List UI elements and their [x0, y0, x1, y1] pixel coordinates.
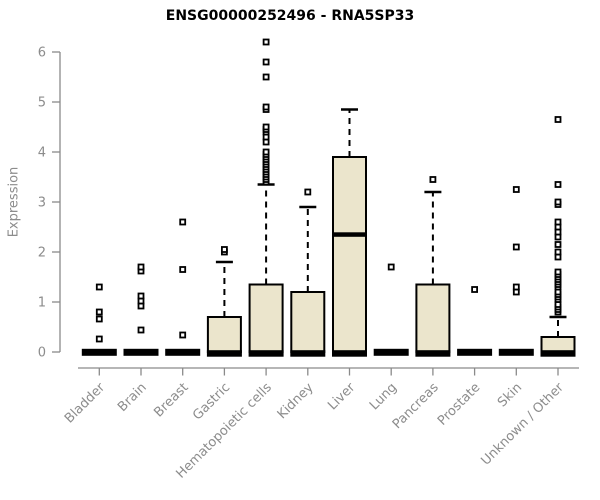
- outlier-point: [95, 335, 103, 343]
- outlier-point: [304, 188, 312, 196]
- outlier-point: [179, 218, 187, 226]
- flat-box: [165, 348, 201, 356]
- x-tick-label: Pancreas: [390, 380, 442, 432]
- box: [290, 291, 326, 353]
- box: [415, 283, 451, 353]
- outlier-point: [95, 283, 103, 291]
- outlier-point: [179, 331, 187, 339]
- flat-box: [123, 348, 159, 356]
- outlier-point: [179, 266, 187, 273]
- outlier-point: [554, 248, 562, 256]
- outlier-point: [471, 286, 479, 293]
- x-tick-label: Lung: [367, 380, 400, 413]
- outlier-point: [262, 73, 270, 81]
- outlier-point: [554, 268, 562, 276]
- x-tick-label: Brain: [115, 380, 150, 415]
- outlier-point: [554, 241, 562, 248]
- outlier-point: [262, 148, 270, 156]
- y-tick-label: 5: [38, 96, 46, 111]
- flat-box: [373, 348, 409, 356]
- x-tick-label: Prostate: [435, 380, 483, 428]
- outlier-point: [262, 58, 270, 66]
- box: [332, 156, 367, 353]
- outlier-point: [137, 263, 145, 271]
- y-tick-label: 2: [38, 246, 46, 261]
- x-tick-label: Kidney: [275, 380, 317, 422]
- outlier-point: [554, 116, 562, 123]
- outlier-point: [512, 283, 520, 291]
- outlier-point: [554, 218, 562, 226]
- box-bottom-bar: [206, 350, 242, 357]
- box: [206, 316, 242, 353]
- outlier-point: [137, 326, 145, 334]
- box: [540, 336, 576, 353]
- flat-box: [498, 348, 534, 356]
- y-tick-label: 1: [38, 296, 46, 311]
- outlier-point: [554, 198, 562, 206]
- box-bottom-bar: [540, 350, 576, 357]
- outlier-point: [95, 308, 103, 316]
- box-bottom-bar: [415, 350, 451, 357]
- x-tick-label: Breast: [151, 380, 191, 420]
- flat-box: [81, 348, 117, 356]
- outlier-point: [429, 176, 437, 183]
- box-bottom-bar: [332, 350, 367, 357]
- outlier-point: [554, 181, 562, 188]
- outlier-point: [262, 103, 270, 111]
- outlier-point: [262, 38, 270, 46]
- y-tick-label: 6: [38, 46, 46, 61]
- flat-box: [457, 348, 493, 356]
- outlier-point: [512, 243, 520, 251]
- outlier-point: [137, 292, 145, 300]
- median-line: [333, 232, 366, 237]
- box: [248, 283, 284, 353]
- x-tick-label: Liver: [325, 380, 359, 414]
- x-tick-label: Skin: [495, 380, 525, 410]
- box-bottom-bar: [290, 350, 326, 357]
- y-tick-label: 0: [38, 346, 46, 361]
- box-bottom-bar: [248, 350, 284, 357]
- outlier-point: [220, 246, 228, 253]
- outlier-point: [95, 315, 103, 323]
- outlier-point: [262, 123, 270, 131]
- x-tick-label: Bladder: [62, 380, 109, 427]
- x-tick-label: Unknown / Other: [479, 380, 568, 469]
- chart-title: ENSG00000252496 - RNA5SP33: [165, 8, 415, 24]
- outlier-point: [387, 263, 395, 271]
- y-tick-label: 3: [38, 196, 46, 211]
- outlier-point: [512, 186, 520, 193]
- y-tick-label: 4: [38, 146, 46, 161]
